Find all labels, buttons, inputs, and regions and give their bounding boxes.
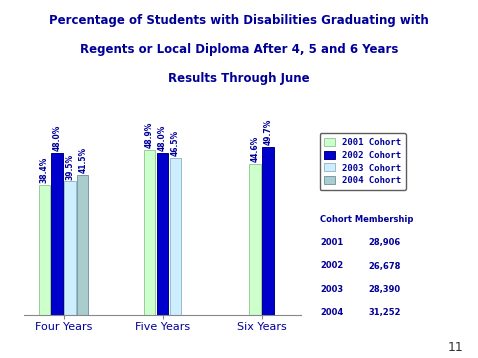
Text: 31,252: 31,252 — [368, 308, 401, 317]
Text: 28,390: 28,390 — [368, 285, 400, 294]
Text: Regents or Local Diploma After 4, 5 and 6 Years: Regents or Local Diploma After 4, 5 and … — [80, 43, 398, 56]
Text: 2001: 2001 — [320, 238, 344, 247]
Text: 2003: 2003 — [320, 285, 343, 294]
Text: 2002: 2002 — [320, 261, 344, 271]
Text: 38.4%: 38.4% — [40, 157, 49, 183]
Bar — [77, 175, 88, 315]
Text: 11: 11 — [448, 342, 464, 354]
Text: Percentage of Students with Disabilities Graduating with: Percentage of Students with Disabilities… — [49, 14, 429, 27]
Text: 48.0%: 48.0% — [53, 125, 62, 151]
Legend: 2001 Cohort, 2002 Cohort, 2003 Cohort, 2004 Cohort: 2001 Cohort, 2002 Cohort, 2003 Cohort, 2… — [319, 134, 406, 190]
Text: 44.6%: 44.6% — [250, 136, 260, 163]
Text: 48.0%: 48.0% — [158, 125, 167, 151]
Bar — [64, 182, 76, 315]
Bar — [250, 164, 261, 315]
Text: 26,678: 26,678 — [368, 261, 401, 271]
Text: 28,906: 28,906 — [368, 238, 400, 247]
Text: 46.5%: 46.5% — [171, 130, 180, 156]
Text: 48.9%: 48.9% — [145, 121, 154, 148]
Bar — [170, 158, 181, 315]
Text: 49.7%: 49.7% — [263, 119, 272, 145]
Bar — [144, 150, 155, 315]
Bar — [262, 147, 273, 315]
Text: 39.5%: 39.5% — [65, 154, 75, 180]
Bar — [157, 153, 168, 315]
Text: Cohort Membership: Cohort Membership — [320, 215, 413, 224]
Text: 41.5%: 41.5% — [78, 147, 87, 173]
Text: 2004: 2004 — [320, 308, 344, 317]
Bar — [52, 153, 63, 315]
Bar — [39, 185, 50, 315]
Text: Results Through June: Results Through June — [168, 72, 310, 84]
